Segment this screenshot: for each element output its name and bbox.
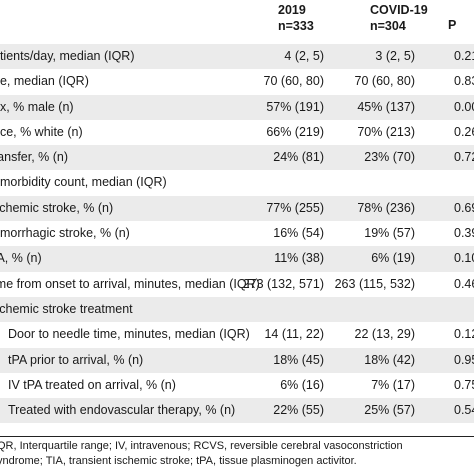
value-covid: 18% (42): [364, 352, 415, 367]
row-label: ime from onset to arrival, minutes, medi…: [0, 276, 260, 291]
row-label: IV tPA treated on arrival, % (n): [8, 377, 176, 392]
value-covid: 25% (57): [364, 403, 415, 418]
value-2019: 11% (38): [274, 251, 324, 266]
table-row: ace, % white (n) 66% (219) 70% (213) 0.26: [0, 120, 474, 145]
table-row: Treated with endovascular therapy, % (n)…: [0, 398, 474, 424]
p-value: 0.83: [454, 74, 474, 89]
value-covid: 19% (57): [364, 226, 415, 241]
table-row: atients/day, median (IQR) 4 (2, 5) 3 (2, 5…: [0, 44, 474, 70]
col-2019-title: 2019: [278, 3, 306, 17]
p-value: 0.72: [454, 150, 474, 165]
p-value: 0.00: [454, 99, 474, 114]
value-covid: 263 (115, 532): [334, 276, 415, 291]
row-label: tPA prior to arrival, % (n): [8, 352, 144, 367]
value-covid: 45% (137): [357, 99, 415, 114]
table-row: omorbidity count, median (IQR): [0, 170, 474, 195]
p-value: 0.75: [454, 377, 474, 392]
footnote-line-2: yndrome; TIA, transient ischemic stroke;…: [0, 455, 357, 467]
p-value: 0.21: [454, 49, 474, 63]
footnote-line-1: QR, Interquartile range; IV, intravenous…: [0, 440, 403, 452]
table-row: Door to needle time, minutes, median (IQ…: [0, 322, 474, 347]
p-value: 0.10: [454, 251, 474, 266]
table-header: 2019 n=333 COVID-19 n=304 P: [0, 0, 474, 45]
p-value: 0.26: [454, 124, 474, 139]
p-value: 0.54: [454, 403, 474, 418]
table-row: schemic stroke, % (n) 77% (255) 78% (236) 0…: [0, 195, 474, 222]
row-label: emorrhagic stroke, % (n): [0, 226, 130, 241]
row-label: schemic stroke, % (n): [0, 200, 114, 215]
row-label: ex, % male (n): [0, 99, 74, 114]
row-label: ace, % white (n): [0, 124, 83, 139]
value-covid: 23% (70): [364, 150, 415, 165]
row-label: atients/day, median (IQR): [0, 49, 135, 63]
col-covid-n: n=304: [370, 19, 406, 33]
table-row: ge, median (IQR) 70 (60, 80) 70 (60, 80) 0.…: [0, 69, 474, 94]
value-2019: 16% (54): [273, 226, 324, 241]
value-2019: 14 (11, 22): [264, 327, 324, 342]
value-covid: 3 (2, 5): [375, 49, 415, 63]
col-p-title: P: [448, 18, 457, 32]
table-row: IA, % (n) 11% (38) 6% (19) 0.10: [0, 246, 474, 272]
col-covid-title: COVID-19: [370, 3, 428, 17]
table-row: emorrhagic stroke, % (n) 16% (54) 19% (57)…: [0, 221, 474, 246]
table-row: tPA prior to arrival, % (n) 18% (45) 18% (…: [0, 347, 474, 373]
value-2019: 22% (55): [273, 403, 324, 418]
value-2019: 4 (2, 5): [284, 49, 324, 63]
value-2019: 273 (132, 571): [242, 276, 324, 291]
value-2019: 57% (191): [266, 99, 324, 114]
p-value: 0.39: [454, 226, 474, 241]
row-label: schemic stroke treatment: [0, 301, 133, 316]
p-value: 0.69: [454, 200, 474, 215]
value-2019: 24% (81): [273, 150, 324, 165]
value-covid: 6% (19): [371, 251, 415, 266]
table-row: ransfer, % (n) 24% (81) 23% (70) 0.72: [0, 145, 474, 171]
value-2019: 18% (45): [273, 352, 324, 367]
value-covid: 70% (213): [357, 124, 415, 139]
row-label: Treated with endovascular therapy, % (n): [8, 403, 236, 418]
value-2019: 70 (60, 80): [263, 74, 324, 89]
value-2019: 6% (16): [280, 377, 324, 392]
table-row: schemic stroke treatment: [0, 296, 474, 323]
value-2019: 66% (219): [266, 124, 324, 139]
table-body: atients/day, median (IQR) 4 (2, 5) 3 (2, 5…: [0, 44, 474, 424]
p-value: 0.12: [454, 327, 474, 342]
p-value: 0.46: [454, 276, 474, 291]
row-label: ge, median (IQR): [0, 74, 89, 89]
value-covid: 70 (60, 80): [354, 74, 415, 89]
value-covid: 78% (236): [357, 200, 415, 215]
col-2019-n: n=333: [278, 19, 314, 33]
footnote: QR, Interquartile range; IV, intravenous…: [0, 436, 474, 469]
value-covid: 22 (13, 29): [354, 327, 415, 342]
table-row: ex, % male (n) 57% (191) 45% (137) 0.00: [0, 94, 474, 120]
table-row: ime from onset to arrival, minutes, medi…: [0, 272, 474, 297]
row-label: ransfer, % (n): [0, 150, 69, 165]
row-label: IA, % (n): [0, 251, 42, 266]
value-covid: 7% (17): [371, 377, 415, 392]
row-label: Door to needle time, minutes, median (IQ…: [8, 327, 250, 342]
table-row: IV tPA treated on arrival, % (n) 6% (16) 7…: [0, 373, 474, 398]
value-2019: 77% (255): [266, 200, 324, 215]
p-value: 0.95: [454, 352, 474, 367]
row-label: omorbidity count, median (IQR): [0, 175, 167, 190]
